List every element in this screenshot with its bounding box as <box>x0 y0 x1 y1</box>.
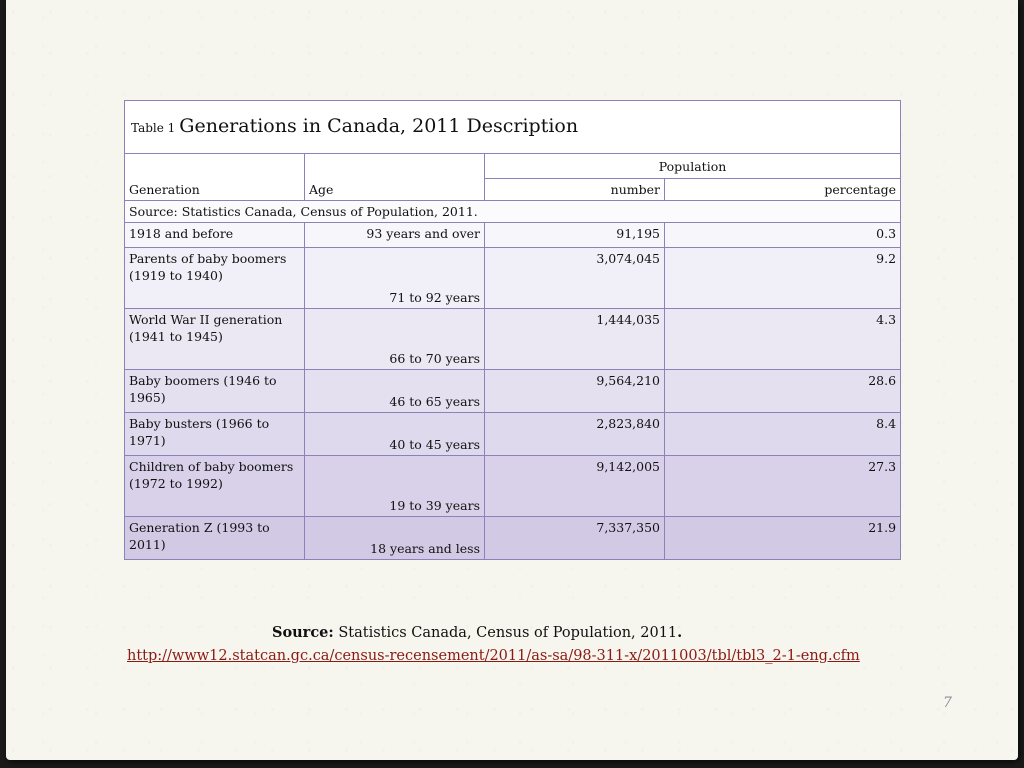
table-row: Generation Z (1993 to 2011) 18 years and … <box>124 516 902 560</box>
cell-generation: 1918 and before <box>124 222 305 248</box>
cell-percentage: 27.3 <box>663 455 902 517</box>
cell-number: 91,195 <box>484 222 665 248</box>
cell-generation: Baby busters (1966 to 1971) <box>124 412 305 456</box>
cell-percentage: 9.2 <box>663 247 902 309</box>
cell-age: 93 years and over <box>304 222 485 248</box>
table-caption: Table 1 Generations in Canada, 2011 Desc… <box>123 100 902 154</box>
cell-age: 19 to 39 years <box>304 455 485 517</box>
cell-generation: World War II generation (1941 to 1945) <box>124 308 305 370</box>
table-row: Children of baby boomers (1972 to 1992) 1… <box>124 455 902 517</box>
cell-percentage: 0.3 <box>663 222 902 248</box>
cell-number: 1,444,035 <box>484 308 665 370</box>
cell-percentage: 8.4 <box>663 412 902 456</box>
table-row: Baby busters (1966 to 1971) 40 to 45 year… <box>124 412 902 456</box>
cell-percentage: 21.9 <box>663 516 902 560</box>
table-source-note: Source: Statistics Canada, Census of Pop… <box>123 200 902 223</box>
cell-percentage: 28.6 <box>663 369 902 413</box>
cell-percentage: 4.3 <box>663 308 902 370</box>
header-age: Age <box>304 153 485 201</box>
cell-generation: Parents of baby boomers (1919 to 1940) <box>124 247 305 309</box>
header-percentage: percentage <box>663 178 902 201</box>
generations-table-container: Table 1 Generations in Canada, 2011 Desc… <box>123 100 902 560</box>
generations-table: Table 1 Generations in Canada, 2011 Desc… <box>123 100 902 560</box>
cell-number: 7,337,350 <box>484 516 665 560</box>
cell-age: 66 to 70 years <box>304 308 485 370</box>
source-url-link[interactable]: http://www12.statcan.gc.ca/census-recens… <box>127 648 860 664</box>
table-row: Baby boomers (1946 to 1965) 46 to 65 year… <box>124 369 902 413</box>
source-text: Statistics Canada, Census of Population,… <box>333 625 678 641</box>
cell-number: 9,142,005 <box>484 455 665 517</box>
source-end: . <box>677 624 683 641</box>
header-population: Population <box>483 153 902 179</box>
cell-age: 18 years and less <box>304 516 485 560</box>
cell-age: 71 to 92 years <box>304 247 485 309</box>
table-caption-prefix: Table 1 <box>131 120 176 135</box>
cell-age: 40 to 45 years <box>304 412 485 456</box>
cell-generation: Children of baby boomers (1972 to 1992) <box>124 455 305 517</box>
table-body: 1918 and before 93 years and over 91,195 0.… <box>124 222 902 560</box>
cell-number: 3,074,045 <box>484 247 665 309</box>
header-number: number <box>484 178 665 201</box>
cell-generation: Generation Z (1993 to 2011) <box>124 516 305 560</box>
header-generation: Generation <box>124 153 305 201</box>
cell-number: 2,823,840 <box>484 412 665 456</box>
source-label: Source: <box>272 624 334 641</box>
table-row: World War II generation (1941 to 1945) 66… <box>124 308 902 370</box>
cell-generation: Baby boomers (1946 to 1965) <box>124 369 305 413</box>
slide: Table 1 Generations in Canada, 2011 Desc… <box>6 0 1018 760</box>
cell-age: 46 to 65 years <box>304 369 485 413</box>
table-row: Parents of baby boomers (1919 to 1940) 71… <box>124 247 902 309</box>
table-caption-title: Generations in Canada, 2011 Description <box>179 114 579 137</box>
source-citation: Source: Statistics Canada, Census of Pop… <box>272 624 682 641</box>
table-row: 1918 and before 93 years and over 91,195 0.… <box>124 222 902 248</box>
page-number: 7 <box>943 695 952 711</box>
cell-number: 9,564,210 <box>484 369 665 413</box>
